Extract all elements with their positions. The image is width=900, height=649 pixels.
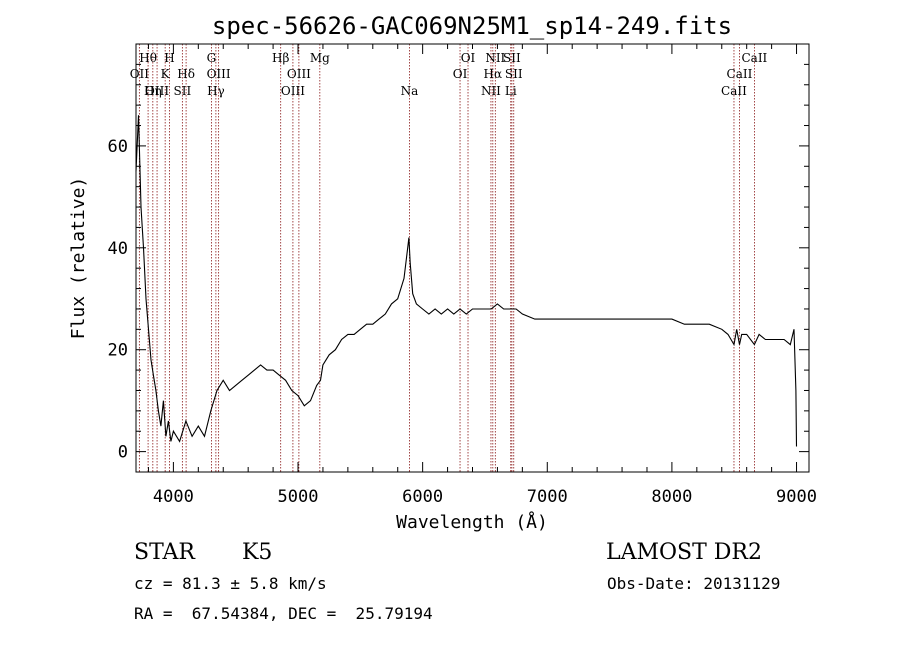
spectral-line-label: Hη — [144, 84, 162, 98]
x-tick-label: 8000 — [651, 487, 692, 507]
spectral-line-label: OII — [130, 67, 150, 81]
spectral-line-label: Hβ — [272, 51, 289, 65]
x-tick-label: 7000 — [527, 487, 568, 507]
spectral-line-label: H — [164, 51, 174, 65]
spectral-line-label: OI — [453, 67, 468, 81]
spectral-line-labels: OIIHθOIIIHηKHHδSIIGOIIIHγHβOIIIOIIIMgNaO… — [130, 51, 768, 98]
y-axis-title: Flux (relative) — [68, 177, 89, 340]
y-tick-label: 0 — [118, 443, 128, 463]
x-axis-title: Wavelength (Å) — [396, 511, 548, 533]
plot-frame — [135, 43, 810, 473]
coordinates-readout: RA = 67.54384, DEC = 25.79194 — [134, 604, 433, 623]
spectral-line-label: Mg — [310, 51, 330, 65]
spectral-line-label: Hα — [484, 67, 503, 81]
x-tick-label: 6000 — [402, 487, 443, 507]
observation-date: Obs-Date: 20131129 — [607, 574, 781, 593]
spectral-line-label: NII — [481, 84, 501, 98]
spectral-line-label: SII — [503, 51, 521, 65]
spectral-line-markers — [138, 44, 755, 472]
spectral-line-label: G — [207, 51, 217, 65]
spectral-line-label: Li — [505, 84, 517, 98]
survey-name: LAMOST DR2 — [606, 540, 762, 565]
y-tick-label: 40 — [108, 239, 128, 259]
x-tick-label: 5000 — [278, 487, 319, 507]
spectral-line-label: OIII — [287, 67, 311, 81]
x-tick-label: 9000 — [776, 487, 817, 507]
object-class: STAR — [134, 540, 195, 565]
spectral-line-label: Na — [401, 84, 419, 98]
y-tick-label: 20 — [108, 341, 128, 361]
spectral-line-label: CaII — [721, 84, 747, 98]
chart-title: spec-56626-GAC069N25M1_sp14-249.fits — [212, 12, 732, 40]
spectral-line-label: K — [161, 67, 171, 81]
redshift-readout: cz = 81.3 ± 5.8 km/s — [134, 574, 327, 593]
object-subclass: K5 — [242, 540, 273, 565]
y-tick-label: 60 — [108, 137, 128, 157]
axis-ticks — [136, 44, 809, 472]
spectral-line-label: SII — [174, 84, 192, 98]
spectral-line-label: OI — [461, 51, 476, 65]
spectral-line-label: NII — [485, 51, 505, 65]
spectral-line-label: CaII — [741, 51, 767, 65]
spectrum-series-line — [135, 115, 798, 447]
spectral-line-label: Hγ — [207, 84, 225, 98]
spectral-line-label: Hδ — [177, 67, 195, 81]
axis-tick-labels: 4000 5000 6000 7000 8000 9000 0 20 40 60 — [108, 137, 817, 507]
spectral-line-label: SII — [505, 67, 523, 81]
spectral-line-label: CaII — [727, 67, 753, 81]
spectral-line-label: OIII — [207, 67, 231, 81]
spectral-line-label: Hθ — [139, 51, 157, 65]
spectral-line-label: OIII — [145, 84, 169, 98]
spectral-line-label: OIII — [281, 84, 305, 98]
x-tick-label: 4000 — [153, 487, 194, 507]
